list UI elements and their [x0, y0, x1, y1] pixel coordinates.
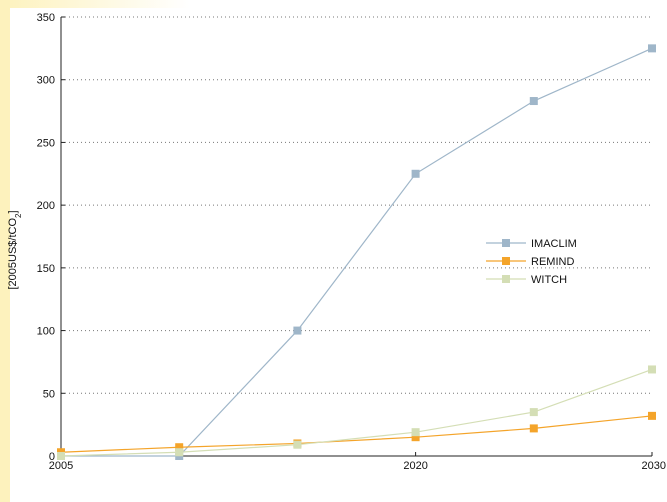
series-line-witch	[60, 368, 653, 457]
legend-label-remind: REMIND	[531, 256, 574, 268]
data-point-witch-2025	[529, 408, 538, 417]
y-tick-label-100: 100	[37, 326, 55, 338]
legend-item-witch: WITCH	[486, 274, 567, 286]
y-tick-label-300: 300	[37, 75, 55, 87]
data-point-witch-2020	[411, 428, 420, 437]
data-point-imaclim-2030	[648, 44, 656, 53]
series-witch	[57, 365, 656, 460]
data-point-imaclim-2015	[293, 326, 302, 335]
y-tick-label-50: 50	[43, 388, 55, 400]
left-highlight-strip	[0, 0, 10, 502]
y-tick-label-0: 0	[49, 451, 55, 463]
y-axis-title: [2005US$/tCO2]	[7, 210, 23, 289]
series-line-remind	[60, 415, 653, 453]
data-series	[57, 44, 656, 460]
legend-item-imaclim: IMACLIM	[486, 238, 577, 250]
legend-marker-imaclim	[502, 239, 510, 247]
data-point-witch-2010	[175, 448, 184, 457]
legend-marker-witch	[502, 275, 510, 283]
y-axis-title-subscript: 2	[14, 213, 23, 218]
data-point-remind-2025	[529, 424, 538, 433]
y-tick-label-350: 350	[37, 12, 55, 24]
data-point-remind-2010	[175, 443, 184, 452]
y-axis-title-suffix: ]	[7, 210, 19, 213]
data-point-remind-2030	[648, 411, 656, 420]
data-point-remind-2020	[411, 433, 420, 442]
series-line-imaclim	[61, 47, 653, 457]
x-axis-ticks: 2005 2020 2030	[49, 452, 666, 472]
legend-label-witch: WITCH	[531, 274, 567, 286]
x-tick-label-2020: 2020	[403, 460, 427, 472]
y-tick-label-250: 250	[37, 137, 55, 149]
x-tick-label-2005: 2005	[49, 460, 73, 472]
legend-item-remind: REMIND	[486, 256, 574, 268]
data-point-witch-2030	[648, 365, 656, 374]
legend-label-imaclim: IMACLIM	[531, 238, 577, 250]
series-remind	[57, 411, 656, 457]
grid-lines	[61, 16, 652, 394]
y-axis-ticks: 0 50 100 150 200 250 300 350	[37, 12, 65, 463]
data-point-imaclim-2025	[529, 97, 538, 106]
y-tick-label-150: 150	[37, 263, 55, 275]
data-point-imaclim-2020	[411, 169, 420, 178]
data-point-witch-2015	[293, 440, 302, 449]
y-tick-label-200: 200	[37, 200, 55, 212]
series-imaclim	[57, 44, 656, 460]
x-tick-label-2030: 2030	[642, 460, 666, 472]
data-point-witch-2005	[57, 452, 65, 460]
top-highlight-strip	[0, 0, 190, 8]
legend-marker-remind	[502, 257, 510, 265]
axes	[60, 17, 652, 457]
legend: IMACLIM REMIND WITCH	[486, 238, 577, 286]
y-axis-title-main: [2005US$/tCO	[7, 218, 19, 290]
